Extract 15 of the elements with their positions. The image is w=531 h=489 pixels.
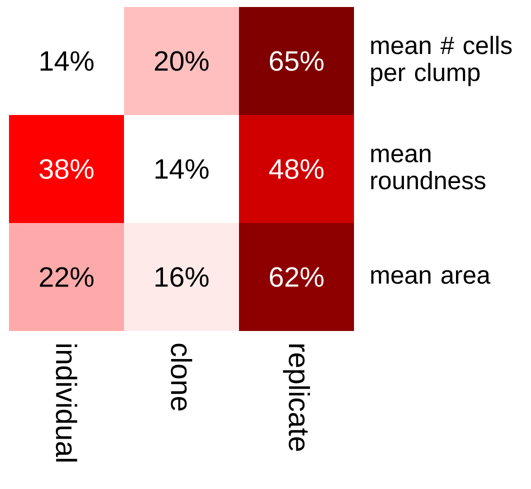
y-tick-label: mean area	[371, 270, 490, 284]
data-label: 62%	[270, 267, 324, 287]
x-tick-label: individual	[56, 344, 78, 462]
data-label: 22%	[40, 267, 94, 287]
data-label: 14%	[40, 51, 94, 71]
data-label: 14%	[156, 159, 209, 179]
x-tick-label: clone	[170, 344, 192, 411]
data-label: 38%	[40, 159, 94, 179]
data-label: 16%	[156, 267, 209, 287]
data-label: 20%	[154, 51, 209, 71]
y-tick-label: mean roundness	[371, 148, 486, 190]
data-label: 65%	[270, 51, 324, 71]
x-tick-label: replicate	[282, 344, 310, 451]
y-tick-label: mean # cells per clump	[371, 36, 512, 86]
data-label: 48%	[269, 159, 324, 179]
